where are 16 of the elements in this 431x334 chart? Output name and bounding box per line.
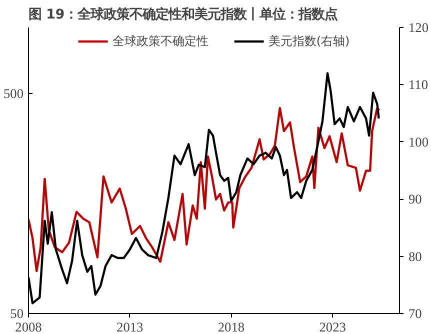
y-tick-label: 50 [10, 306, 24, 321]
y2-tick-label: 100 [408, 134, 429, 150]
y2-tick-label: 70 [408, 306, 422, 321]
x-tick-label: 2013 [116, 320, 144, 334]
line-series [28, 106, 380, 272]
x-tick-label: 2018 [218, 320, 245, 334]
y2-tick-label: 90 [408, 192, 422, 207]
x-tick-label: 2008 [15, 320, 42, 334]
y2-tick-label: 110 [408, 77, 428, 92]
y-tick-label: 500 [4, 86, 24, 102]
legend-label: 美元指数(右轴) [268, 32, 350, 50]
legend-label: 全球政策不确定性 [112, 32, 208, 50]
y2-tick-label: 120 [408, 20, 429, 35]
y2-tick-label: 80 [408, 248, 422, 264]
x-tick-label: 2023 [319, 320, 346, 334]
chart-title: 图 19：全球政策不确定性和美元指数丨单位：指数点 [28, 6, 338, 22]
